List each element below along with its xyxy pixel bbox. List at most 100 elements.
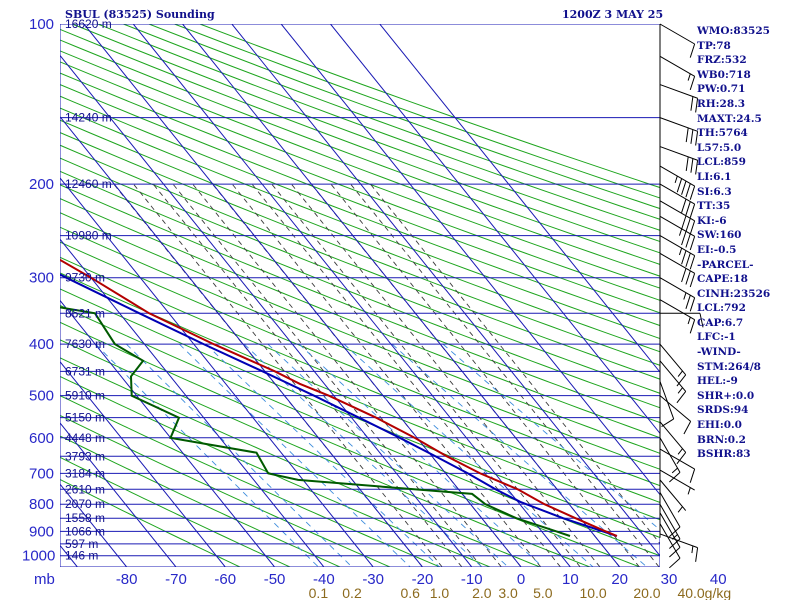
dry-adiabat [60,256,660,503]
wind-barb [659,479,687,513]
pressure-tick-label: 400 [29,336,54,353]
moist-adiabat [172,183,482,567]
mixing-ratio-line [95,343,319,567]
barb-staff [659,492,681,528]
isotherm [60,177,374,567]
mixing-ratio-label: 2.0 [472,585,492,600]
height-label: 8621 m [65,306,105,320]
barb-full [676,374,687,387]
index-item: RH:28.3 [697,97,746,110]
barb-staff [659,469,695,491]
height-label: 9730 m [65,271,105,285]
barb-staff [659,299,695,321]
pressure-tick-label: 1000 [22,548,55,565]
index-item: TP:78 [697,39,731,52]
wind-barb [659,23,696,58]
moist-adiabat [271,183,581,567]
temperature-tick-label: 20 [611,571,628,588]
index-item: WMO:83525 [697,25,770,37]
barb-staff [659,146,698,161]
isotherm [132,24,571,567]
barb-staff [659,215,695,237]
dry-adiabat [60,84,660,314]
barb-full [689,273,696,288]
barb-staff [659,512,681,548]
barb-full [681,231,687,246]
isotherm [60,115,423,567]
wind-barb [659,343,687,387]
dry-adiabat [60,95,660,327]
index-item: TT:35 [697,200,731,213]
barb-full [685,233,691,248]
barb-full [685,201,691,216]
isotherm [60,360,226,567]
barb-half [683,292,687,300]
mixing-ratio-label: 0.6 [400,585,420,600]
isotherm [60,422,177,567]
dry-adiabat [60,119,660,353]
index-item: L57:5.0 [697,141,742,154]
wind-barb [659,299,696,334]
index-item: WB0:718 [697,68,751,81]
mixing-ratio-line [267,343,509,567]
index-item: SW:160 [697,229,742,242]
temperature-tick-label: 10 [562,571,579,588]
barb-half [678,228,683,236]
height-label: 16620 m [65,17,112,31]
index-item: EHI:0.0 [697,419,742,432]
isotherm [379,24,660,373]
isotherm [0,24,28,567]
height-label: 2610 m [65,482,105,496]
height-label: 4448 m [65,431,105,445]
dry-adiabat [60,50,660,277]
barb-half [677,387,683,394]
barb-full [685,183,691,198]
wind-barb [659,512,681,558]
barb-half [671,467,678,474]
mixing-ratio-label: 1.0 [430,585,450,600]
wind-barb [659,395,692,435]
moist-adiabat [152,183,463,567]
barb-full [681,215,687,230]
isotherm [182,24,621,567]
pressure-tick-label: 700 [29,465,54,482]
wind-barb [659,381,675,427]
dry-adiabat [60,321,641,567]
barb-full [695,160,699,175]
index-item: LCL:859 [697,156,746,169]
barb-full [681,268,687,283]
barb-full [689,76,696,91]
wind-barb [659,165,696,200]
dry-adiabat [60,61,660,289]
dewpoint-line [60,306,571,537]
mixing-ratio-label: 0.1 [309,585,329,600]
barb-full [699,313,704,328]
barb-full [689,185,696,200]
mixing-ratio-line [205,343,440,567]
dry-adiabat [60,144,660,380]
barb-staff [659,479,687,511]
mixing-ratio-label: 40.0g/kg [677,585,731,600]
barb-full [685,252,691,267]
dry-adiabat [60,304,660,557]
wind-barb [659,146,699,175]
pressure-tick-label: 900 [29,523,54,540]
wind-barb [659,533,699,562]
dry-adiabat [60,170,660,409]
isotherm [60,299,275,567]
wind-barb [659,421,687,465]
wind-barb [659,448,696,483]
wind-barb [659,117,699,146]
barb-staff [659,183,695,205]
barb-half [687,487,691,495]
dry-adiabat [97,24,660,231]
sounding-time: 1200Z 3 MAY 25 [562,8,664,21]
parcel-line [60,273,618,537]
barb-staff [659,343,687,376]
mixing-ratio-line [126,343,353,567]
wind-barb [659,55,696,91]
dry-adiabat [60,72,660,301]
isotherm [330,24,660,435]
barb-full [695,131,699,146]
